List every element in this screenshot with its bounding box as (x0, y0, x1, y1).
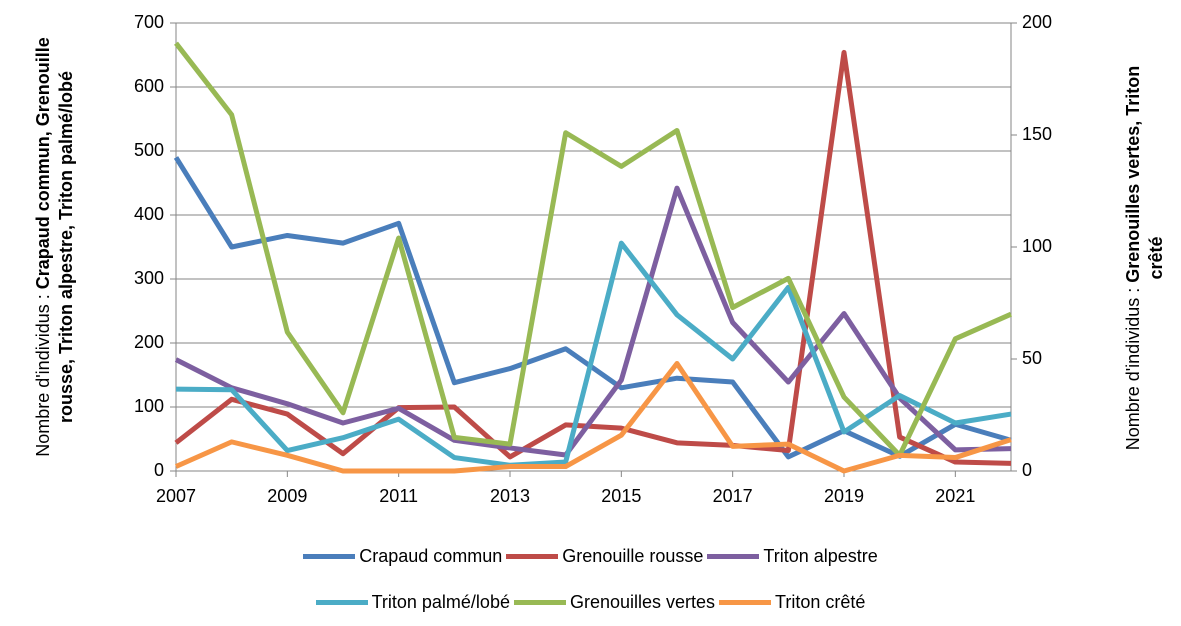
y-tick-label: 400 (134, 204, 164, 224)
series-line (174, 360, 1012, 474)
legend: Crapaud commun Grenouille rousse Triton al… (0, 546, 1181, 567)
y2-axis-title-bold: Grenouilles vertes, Triton crêté (1123, 65, 1166, 283)
y-tick-label: 300 (134, 268, 164, 288)
y-tick-label: 500 (134, 140, 164, 160)
series-line (173, 156, 1012, 460)
y-tick-label: 200 (134, 332, 164, 352)
legend-swatch (303, 554, 356, 559)
y-tick-label: 100 (134, 396, 164, 416)
legend-item: Triton crêté (719, 592, 865, 613)
legend-swatch (315, 600, 368, 605)
legend-label: Triton crêté (775, 592, 866, 612)
x-tick-label: 2021 (935, 486, 975, 506)
y2-axis-title-prefix: Nombre d'individus : (1123, 282, 1143, 451)
legend-item: Grenouilles vertes (513, 592, 716, 613)
series-line (174, 49, 1012, 466)
y2-tick-label: 150 (1022, 124, 1052, 144)
legend-label: Triton alpestre (763, 546, 878, 566)
legend: Triton palmé/lobé Grenouilles vertes Trito… (0, 592, 1181, 613)
legend-swatch (719, 600, 772, 605)
y-axis-title: Nombre d'individus : Crapaud commun, Gre… (32, 32, 78, 462)
legend-item: Grenouille rousse (506, 546, 703, 567)
x-tick-label: 2019 (824, 486, 864, 506)
y-tick-label: 600 (134, 76, 164, 96)
x-tick-label: 2011 (379, 486, 418, 506)
series-line (174, 41, 1013, 458)
y2-tick-label: 50 (1022, 348, 1042, 368)
x-tick-label: 2007 (156, 486, 196, 506)
x-tick-label: 2017 (713, 486, 753, 506)
legend-label: Grenouille rousse (562, 546, 704, 566)
x-tick-label: 2013 (490, 486, 530, 506)
legend-item: Triton palmé/lobé (315, 592, 510, 613)
y-tick-label: 0 (154, 460, 164, 480)
series-line (174, 185, 1012, 458)
series-line (175, 240, 1012, 468)
legend-item: Crapaud commun (303, 546, 502, 567)
legend-swatch (506, 554, 559, 559)
legend-item: Triton alpestre (707, 546, 878, 567)
x-tick-label: 2009 (267, 486, 307, 506)
x-tick-label: 2015 (601, 486, 641, 506)
legend-swatch (707, 554, 760, 559)
y-tick-label: 700 (134, 12, 164, 32)
y2-tick-label: 0 (1022, 460, 1032, 480)
legend-label: Crapaud commun (359, 546, 503, 566)
y2-axis-title: Nombre d'individus : Grenouilles vertes,… (1122, 48, 1168, 468)
y2-tick-label: 100 (1022, 236, 1052, 256)
y2-tick-label: 200 (1022, 12, 1052, 32)
legend-swatch (513, 600, 566, 605)
legend-label: Grenouilles vertes (569, 592, 716, 612)
y-axis-title-prefix: Nombre d'individus : (33, 289, 53, 457)
legend-label: Triton palmé/lobé (371, 592, 510, 612)
